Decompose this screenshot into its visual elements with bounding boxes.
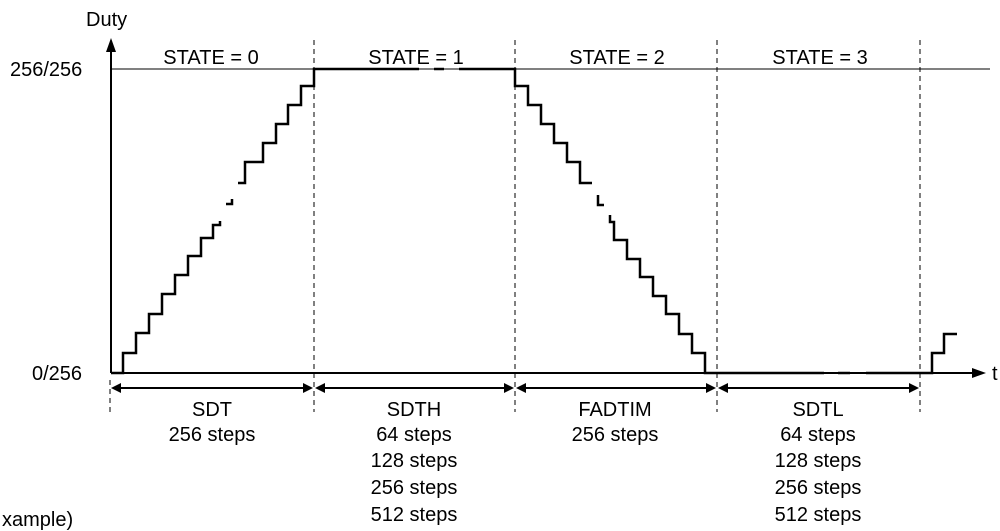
x-axis-arrowhead [972,368,986,378]
period-name-sdtl: SDTL [792,399,843,421]
y-axis-arrowhead [106,38,116,52]
period-steps-sdtl-2: 256 steps [775,477,862,499]
period-steps-sdtl-3: 512 steps [775,504,862,526]
period-steps-sdtl-0: 64 steps [780,424,856,446]
period-steps-sdt-0: 256 steps [169,424,256,446]
y-min-label: 0/256 [32,363,82,385]
state-label-0: STATE = 0 [163,47,258,69]
y-max-label: 256/256 [10,59,82,81]
period-steps-sdtl-1: 128 steps [775,450,862,472]
period-arrow-fadtim [516,383,716,393]
state-label-2: STATE = 2 [569,47,664,69]
state-label-1: STATE = 1 [368,47,463,69]
period-name-sdth: SDTH [387,399,441,421]
period-arrow-sdt [111,383,313,393]
period-steps-fadtim-0: 256 steps [572,424,659,446]
period-name-sdt: SDT [192,399,232,421]
period-arrow-sdtl [718,383,919,393]
state-label-3: STATE = 3 [772,47,867,69]
duty-waveform [111,67,957,375]
period-steps-sdth-1: 128 steps [371,450,458,472]
period-steps-sdth-3: 512 steps [371,504,458,526]
period-name-fadtim: FADTIM [578,399,651,421]
period-arrow-sdth [315,383,514,393]
period-steps-sdth-2: 256 steps [371,477,458,499]
y-axis-label: Duty [86,9,127,31]
period-steps-sdth-0: 64 steps [376,424,452,446]
footnote-text: xample) [2,509,73,531]
x-axis-label: t [992,363,998,385]
